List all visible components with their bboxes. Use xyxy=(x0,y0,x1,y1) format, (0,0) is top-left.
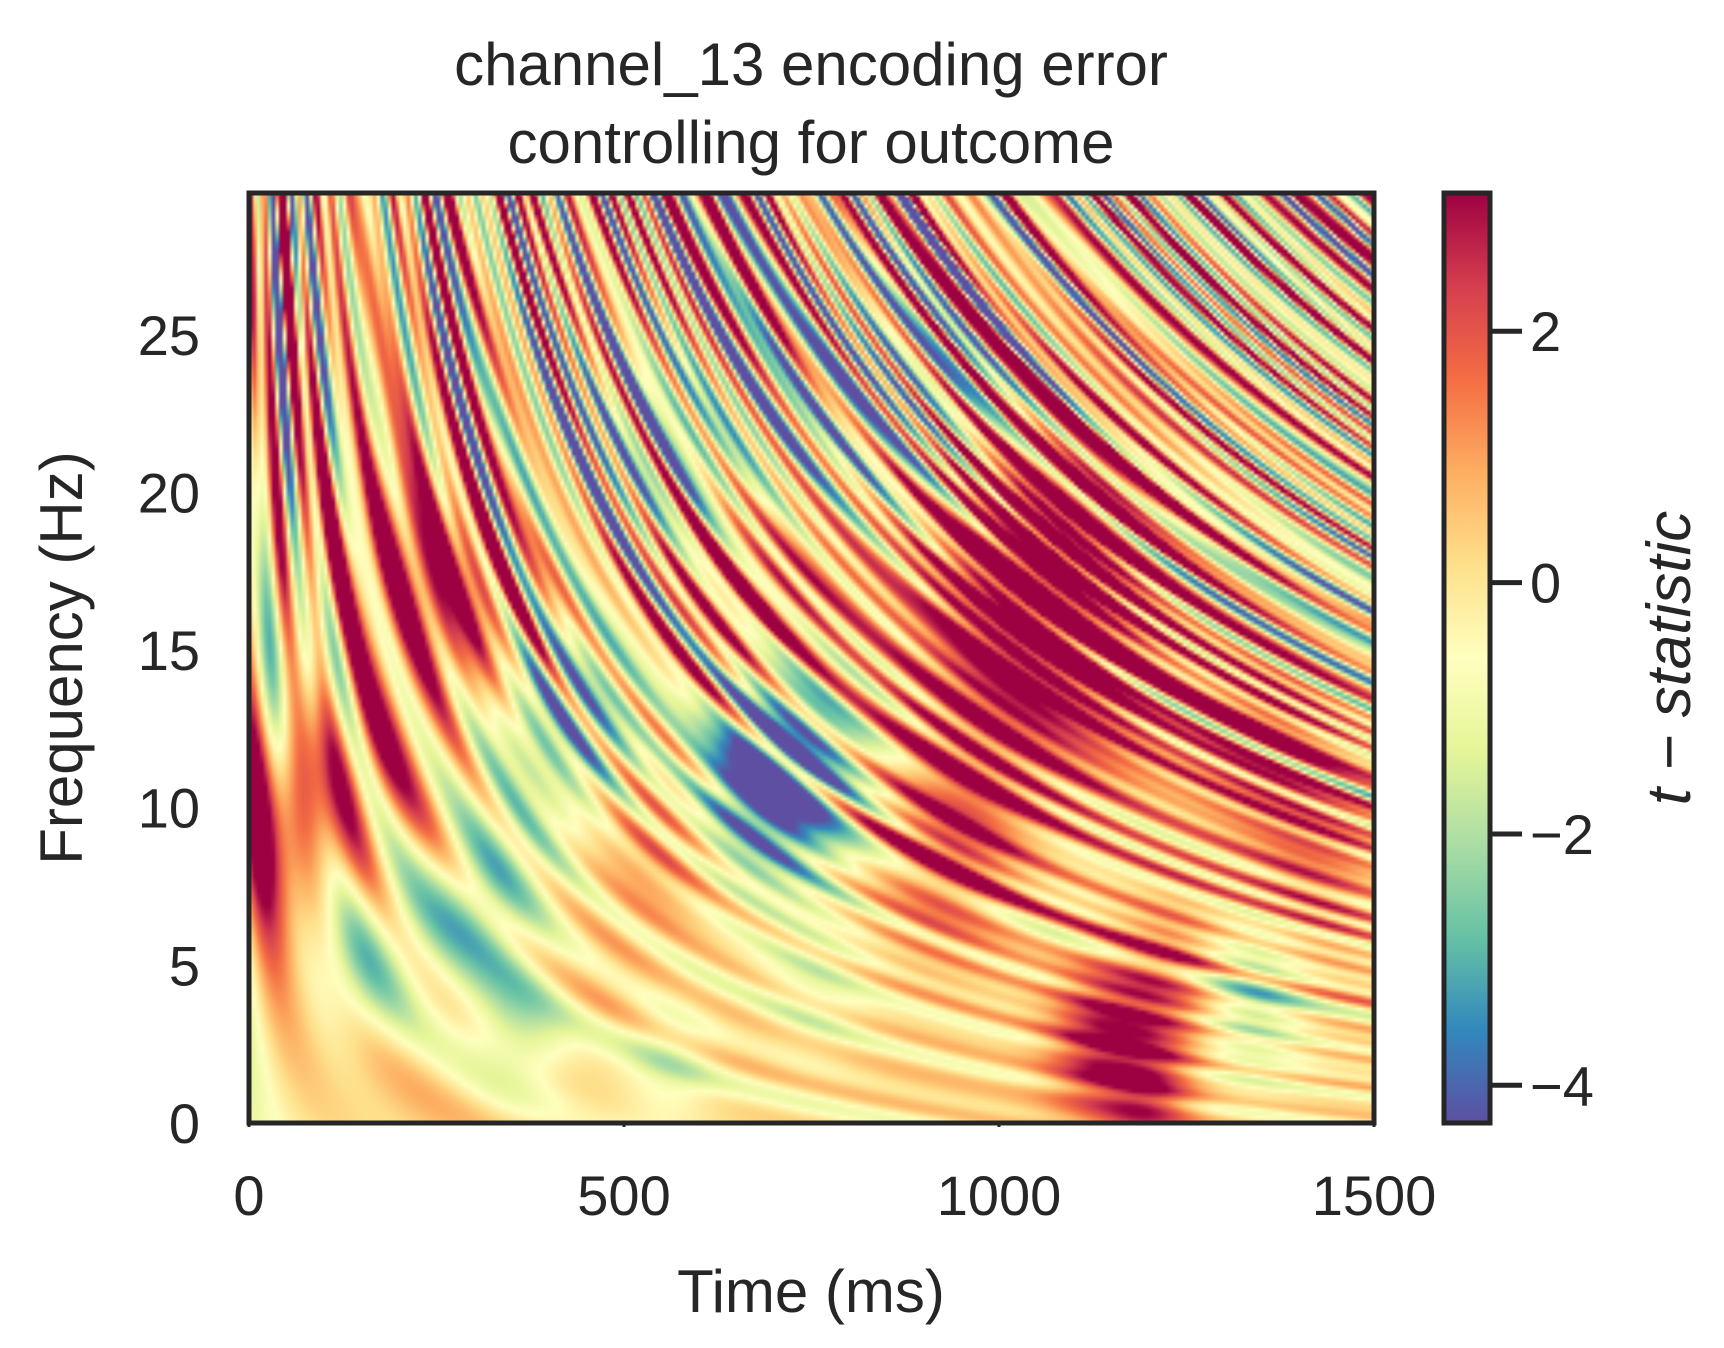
y-tick-label: 10 xyxy=(138,777,200,840)
colorbar-label: t − statistic xyxy=(1635,511,1704,806)
x-tick-label: 1000 xyxy=(937,1164,1062,1227)
chart-title-line-1: channel_13 encoding error xyxy=(454,31,1168,98)
colorbar: −4 −2 0 2 t − statistic xyxy=(1441,190,1704,1126)
x-axis-label: Time (ms) xyxy=(677,1258,945,1325)
x-axis-ticks: 0 500 1000 1500 xyxy=(233,1123,1436,1227)
colorbar-gradient xyxy=(1444,193,1490,1123)
colorbar-frame xyxy=(1441,190,1493,1126)
chart-title-line-2: controlling for outcome xyxy=(508,109,1115,176)
colorbar-ticks: −4 −2 0 2 xyxy=(1490,300,1594,1117)
colorbar-tick-label: −4 xyxy=(1530,1054,1594,1117)
y-axis-ticks: 0 5 10 15 20 25 xyxy=(138,304,200,1155)
heatmap-image xyxy=(249,193,1374,1123)
y-tick-label: 0 xyxy=(169,1092,200,1155)
heatmap-plot-area xyxy=(246,190,1377,1126)
y-tick-label: 20 xyxy=(138,461,200,524)
y-tick-label: 25 xyxy=(138,304,200,367)
colorbar-tick-label: −2 xyxy=(1530,803,1594,866)
colorbar-tick-label: 0 xyxy=(1530,552,1561,615)
y-tick-label: 15 xyxy=(138,619,200,682)
x-tick-label: 1500 xyxy=(1312,1164,1437,1227)
x-tick-label: 0 xyxy=(233,1164,264,1227)
colorbar-tick-label: 2 xyxy=(1530,300,1561,363)
y-axis-label: Frequency (Hz) xyxy=(28,451,95,864)
x-tick-label: 500 xyxy=(577,1164,670,1227)
plot-frame xyxy=(246,190,1377,1126)
y-tick-label: 5 xyxy=(169,934,200,997)
